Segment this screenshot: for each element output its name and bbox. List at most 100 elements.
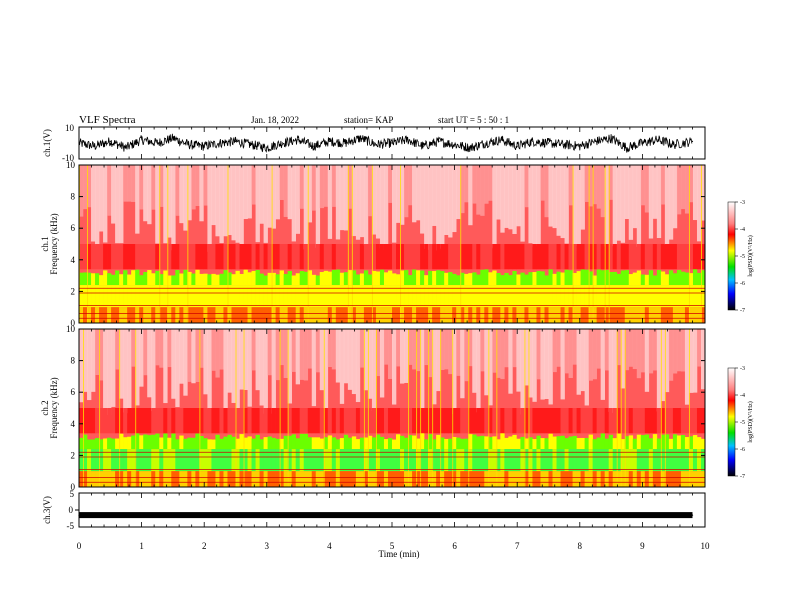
ch3-waveform-band (79, 512, 693, 519)
spectrogram-column (464, 273, 469, 286)
spectrogram-column (544, 307, 549, 323)
spectrogram-column (223, 436, 228, 450)
spectrogram-column (544, 449, 549, 472)
spectrogram-column (664, 471, 670, 487)
spectrogram-column (432, 329, 437, 405)
spectrogram-column (668, 329, 674, 381)
spectrogram-column (492, 307, 497, 323)
spectrogram-column (315, 437, 321, 450)
spectrogram-column (652, 275, 658, 286)
spectrogram-column (387, 307, 393, 323)
spectrogram-sferic (572, 165, 574, 323)
spectrogram-column (672, 329, 678, 374)
spectrogram-column (263, 307, 268, 323)
spectrogram-column (163, 449, 168, 472)
spectrogram-column (159, 307, 164, 323)
spectrogram-sferic (408, 329, 410, 487)
spectrogram-column (347, 449, 353, 472)
spectrogram-column (183, 244, 188, 270)
spectrogram-column (275, 274, 280, 286)
spectrogram-sferic (287, 329, 289, 487)
spectrogram-column (331, 437, 337, 450)
spectrogram-column (528, 307, 533, 323)
spectrogram-column (219, 408, 224, 434)
spectrogram-column (448, 438, 453, 450)
spectrogram-column (472, 165, 477, 204)
spectrogram-column (375, 408, 381, 434)
spectrogram-column (123, 285, 128, 308)
spectrogram-column (235, 329, 240, 415)
spectrogram-column (283, 449, 288, 472)
spectrogram-column (235, 471, 240, 487)
spectrogram-sferic (416, 329, 418, 487)
spectrogram-column (139, 449, 144, 472)
spectrogram-column (468, 449, 473, 472)
spectrogram-column (452, 329, 457, 414)
xtick-label: 10 (701, 541, 711, 551)
spectrogram-column (299, 329, 305, 380)
spectrogram-column (600, 471, 605, 487)
spectrogram-column (127, 307, 132, 323)
spectrogram-column (436, 307, 441, 323)
spectrogram-column (628, 435, 634, 450)
spectrogram-column (512, 408, 517, 434)
spectrogram-column (151, 329, 156, 412)
spectrogram-column (103, 165, 108, 243)
spectrogram-column (227, 272, 232, 286)
spectrogram-column (420, 471, 425, 487)
spectrogram-column (584, 244, 589, 270)
spectrogram-column (79, 449, 84, 472)
spectrogram-column (516, 165, 521, 227)
spectrogram-column (512, 329, 517, 368)
spectrogram-column (243, 165, 248, 220)
spectrogram-column (143, 307, 148, 323)
spectrogram-column (544, 165, 549, 218)
spectrogram-column (392, 273, 397, 286)
spectrogram-column (656, 449, 662, 472)
spectrogram-column (335, 449, 341, 472)
spectrogram-column (548, 285, 553, 308)
spectrogram-column (179, 471, 184, 487)
spectrogram-sferic (528, 329, 530, 487)
spectrogram-sferic (135, 329, 137, 487)
spectrogram-column (632, 471, 638, 487)
spectrogram-column (540, 307, 545, 323)
spectrogram-column (183, 269, 188, 286)
spectrogram-column (580, 329, 585, 392)
spectrogram-column (424, 449, 429, 472)
spectrogram-column (448, 307, 453, 323)
ch3-ylabel: ch.3(V) (42, 496, 52, 524)
spectrogram-column (680, 449, 686, 472)
ch1-waveform-point (250, 144, 252, 146)
spectrogram-column (700, 285, 706, 308)
spectrogram-sferic (347, 165, 349, 323)
spectrogram-column (392, 285, 397, 308)
spectrogram-column (247, 165, 252, 219)
spectrogram-column (79, 329, 84, 403)
spectrogram-column (424, 408, 429, 434)
spectrogram-column (263, 471, 268, 487)
spectrogram-column (448, 244, 453, 270)
spectrogram-column (484, 436, 489, 450)
spectrogram-column (175, 165, 180, 216)
spectrogram-column (452, 244, 457, 270)
spectrogram-column (624, 165, 630, 220)
spectrogram-column (620, 439, 626, 450)
spectrogram-column (652, 165, 658, 219)
spectrogram-column (171, 285, 176, 308)
spectrogram-column (203, 438, 208, 450)
spectrogram-column (259, 165, 264, 224)
spectrogram-column (664, 434, 670, 450)
spectrogram-column (636, 165, 642, 247)
spectrogram-column (263, 165, 268, 243)
spectrogram-column (472, 408, 477, 434)
spectrogram-column (444, 408, 449, 434)
spectrogram-column (339, 471, 345, 487)
spectrogram-column (564, 408, 569, 434)
spectrogram-column (335, 471, 341, 487)
figure-title: VLF Spectra (79, 114, 136, 126)
spectrogram-column (151, 471, 156, 487)
spectrogram-column (480, 435, 485, 450)
spectrogram-column (432, 449, 437, 472)
spectrogram-column (432, 165, 437, 226)
